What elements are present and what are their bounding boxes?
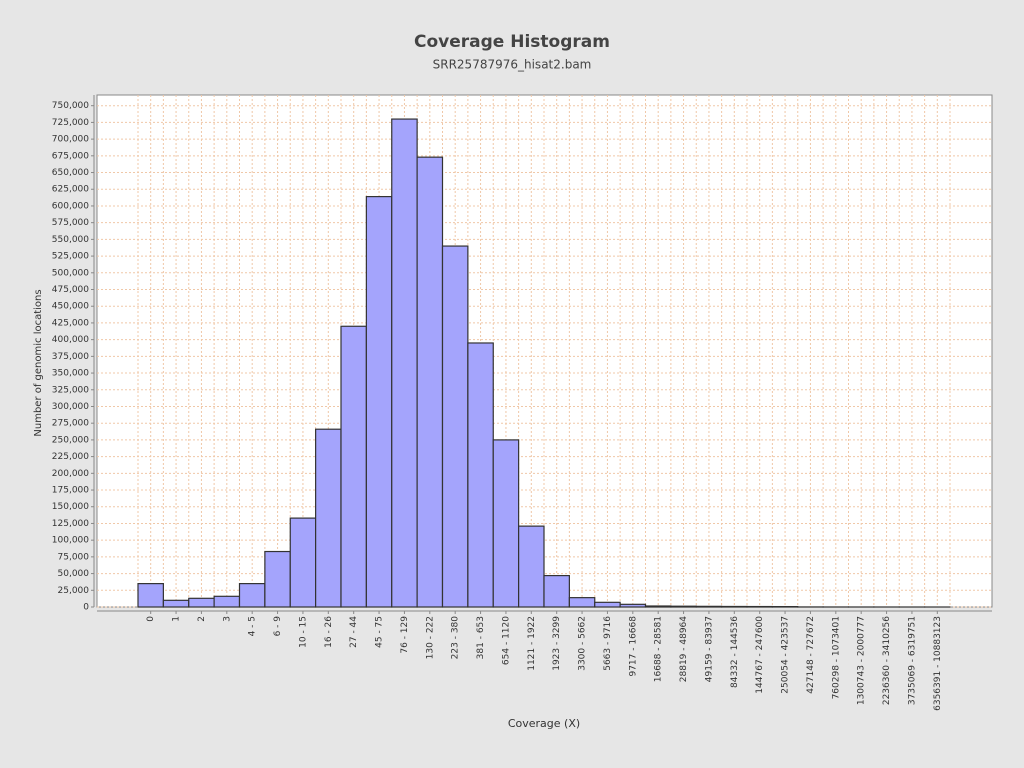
x-tick-label: 427148 - 727672 <box>806 616 816 694</box>
bar <box>365 195 393 608</box>
x-tick-label: 250054 - 423537 <box>781 616 791 694</box>
y-axis-label: Number of genomic locations <box>33 289 44 436</box>
y-tick-label: 125,000 <box>52 519 89 529</box>
y-tick-label: 250,000 <box>52 435 89 445</box>
bar <box>441 245 469 608</box>
bar <box>162 599 190 608</box>
x-tick-label: 28819 - 48964 <box>679 616 689 683</box>
y-tick-label: 375,000 <box>52 352 89 362</box>
y-tick-label: 650,000 <box>52 168 89 178</box>
x-tick-label: 27 - 44 <box>349 616 359 648</box>
bar <box>416 156 444 608</box>
x-tick-label: 10 - 15 <box>298 616 308 648</box>
x-tick-label: 84332 - 144536 <box>730 616 740 688</box>
x-tick-label: 1300743 - 2000777 <box>857 616 867 705</box>
bar <box>315 428 342 608</box>
x-tick-label: 3735069 - 6319751 <box>907 616 917 705</box>
bar <box>467 342 494 608</box>
y-tick-label: 225,000 <box>52 452 89 462</box>
x-tick-label: 144767 - 247600 <box>755 616 765 694</box>
bar <box>340 325 367 608</box>
x-tick-label: 1 <box>172 616 182 622</box>
y-tick-label: 350,000 <box>52 369 89 379</box>
bar <box>568 597 596 608</box>
y-tick-label: 50,000 <box>58 569 90 579</box>
y-tick-label: 500,000 <box>52 268 89 278</box>
bar <box>188 597 215 608</box>
y-tick-label: 400,000 <box>52 335 89 345</box>
y-tick-label: 700,000 <box>52 135 89 145</box>
x-tick-label: 16688 - 28581 <box>654 616 664 682</box>
y-tick-label: 175,000 <box>52 486 89 496</box>
x-tick-label: 223 - 380 <box>451 616 461 660</box>
x-tick-label: 130 - 222 <box>425 616 435 659</box>
bar <box>594 601 621 608</box>
y-tick-label: 300,000 <box>52 402 89 412</box>
bar <box>695 605 723 608</box>
y-tick-label: 750,000 <box>52 101 89 111</box>
x-tick-label: 0 <box>146 616 156 622</box>
x-tick-label: 6356391 - 10883123 <box>933 616 943 711</box>
bar <box>391 118 418 608</box>
x-tick-label: 5663 - 9716 <box>603 616 613 671</box>
x-tick-label: 45 - 75 <box>375 616 385 648</box>
y-tick-label: 325,000 <box>52 385 89 395</box>
x-tick-label: 4 - 5 <box>248 616 258 636</box>
y-tick-label: 575,000 <box>52 218 89 228</box>
y-tick-label: 725,000 <box>52 118 89 128</box>
y-tick-label: 100,000 <box>52 536 89 546</box>
x-tick-label: 1923 - 3299 <box>552 616 562 671</box>
y-tick-label: 0 <box>83 603 89 613</box>
y-tick-label: 450,000 <box>52 302 89 312</box>
chart-title: Coverage Histogram <box>414 32 610 52</box>
y-tick-label: 600,000 <box>52 201 89 211</box>
y-tick-label: 475,000 <box>52 285 89 295</box>
x-tick-label: 2236360 - 3410256 <box>882 616 892 705</box>
x-tick-label: 16 - 26 <box>324 616 334 648</box>
bar <box>518 525 545 608</box>
y-tick-label: 275,000 <box>52 419 89 429</box>
y-tick-label: 75,000 <box>58 552 90 562</box>
x-tick-label: 6 - 9 <box>273 616 283 637</box>
y-tick-label: 150,000 <box>52 502 89 512</box>
x-axis-label: Coverage (X) <box>508 717 580 730</box>
bar <box>670 605 697 608</box>
y-tick-label: 675,000 <box>52 151 89 161</box>
bar <box>213 595 241 608</box>
bar <box>644 605 672 608</box>
bar <box>492 439 520 608</box>
bar <box>289 517 317 608</box>
y-tick-label: 550,000 <box>52 235 89 245</box>
x-tick-label: 9717 - 16668 <box>628 616 638 677</box>
chart-subtitle: SRR25787976_hisat2.bam <box>433 58 592 72</box>
bar <box>543 574 570 608</box>
bar <box>619 603 647 608</box>
bar <box>721 605 748 608</box>
y-tick-label: 200,000 <box>52 469 89 479</box>
y-tick-label: 25,000 <box>58 586 90 596</box>
x-tick-label: 381 - 653 <box>476 616 486 659</box>
x-tick-label: 760298 - 1073401 <box>831 616 841 699</box>
y-tick-label: 525,000 <box>52 252 89 262</box>
x-tick-label: 3300 - 5662 <box>578 616 588 671</box>
x-tick-label: 654 - 1120 <box>501 616 511 665</box>
x-tick-label: 1121 - 1922 <box>527 616 537 671</box>
bar <box>238 583 266 608</box>
x-tick-label: 76 - 129 <box>400 616 410 654</box>
x-tick-label: 3 <box>222 616 232 622</box>
y-tick-label: 425,000 <box>52 318 89 328</box>
y-tick-label: 625,000 <box>52 185 89 195</box>
bar <box>264 550 291 608</box>
x-tick-label: 2 <box>197 616 207 622</box>
x-tick-label: 49159 - 83937 <box>704 616 714 682</box>
bar <box>137 583 164 608</box>
